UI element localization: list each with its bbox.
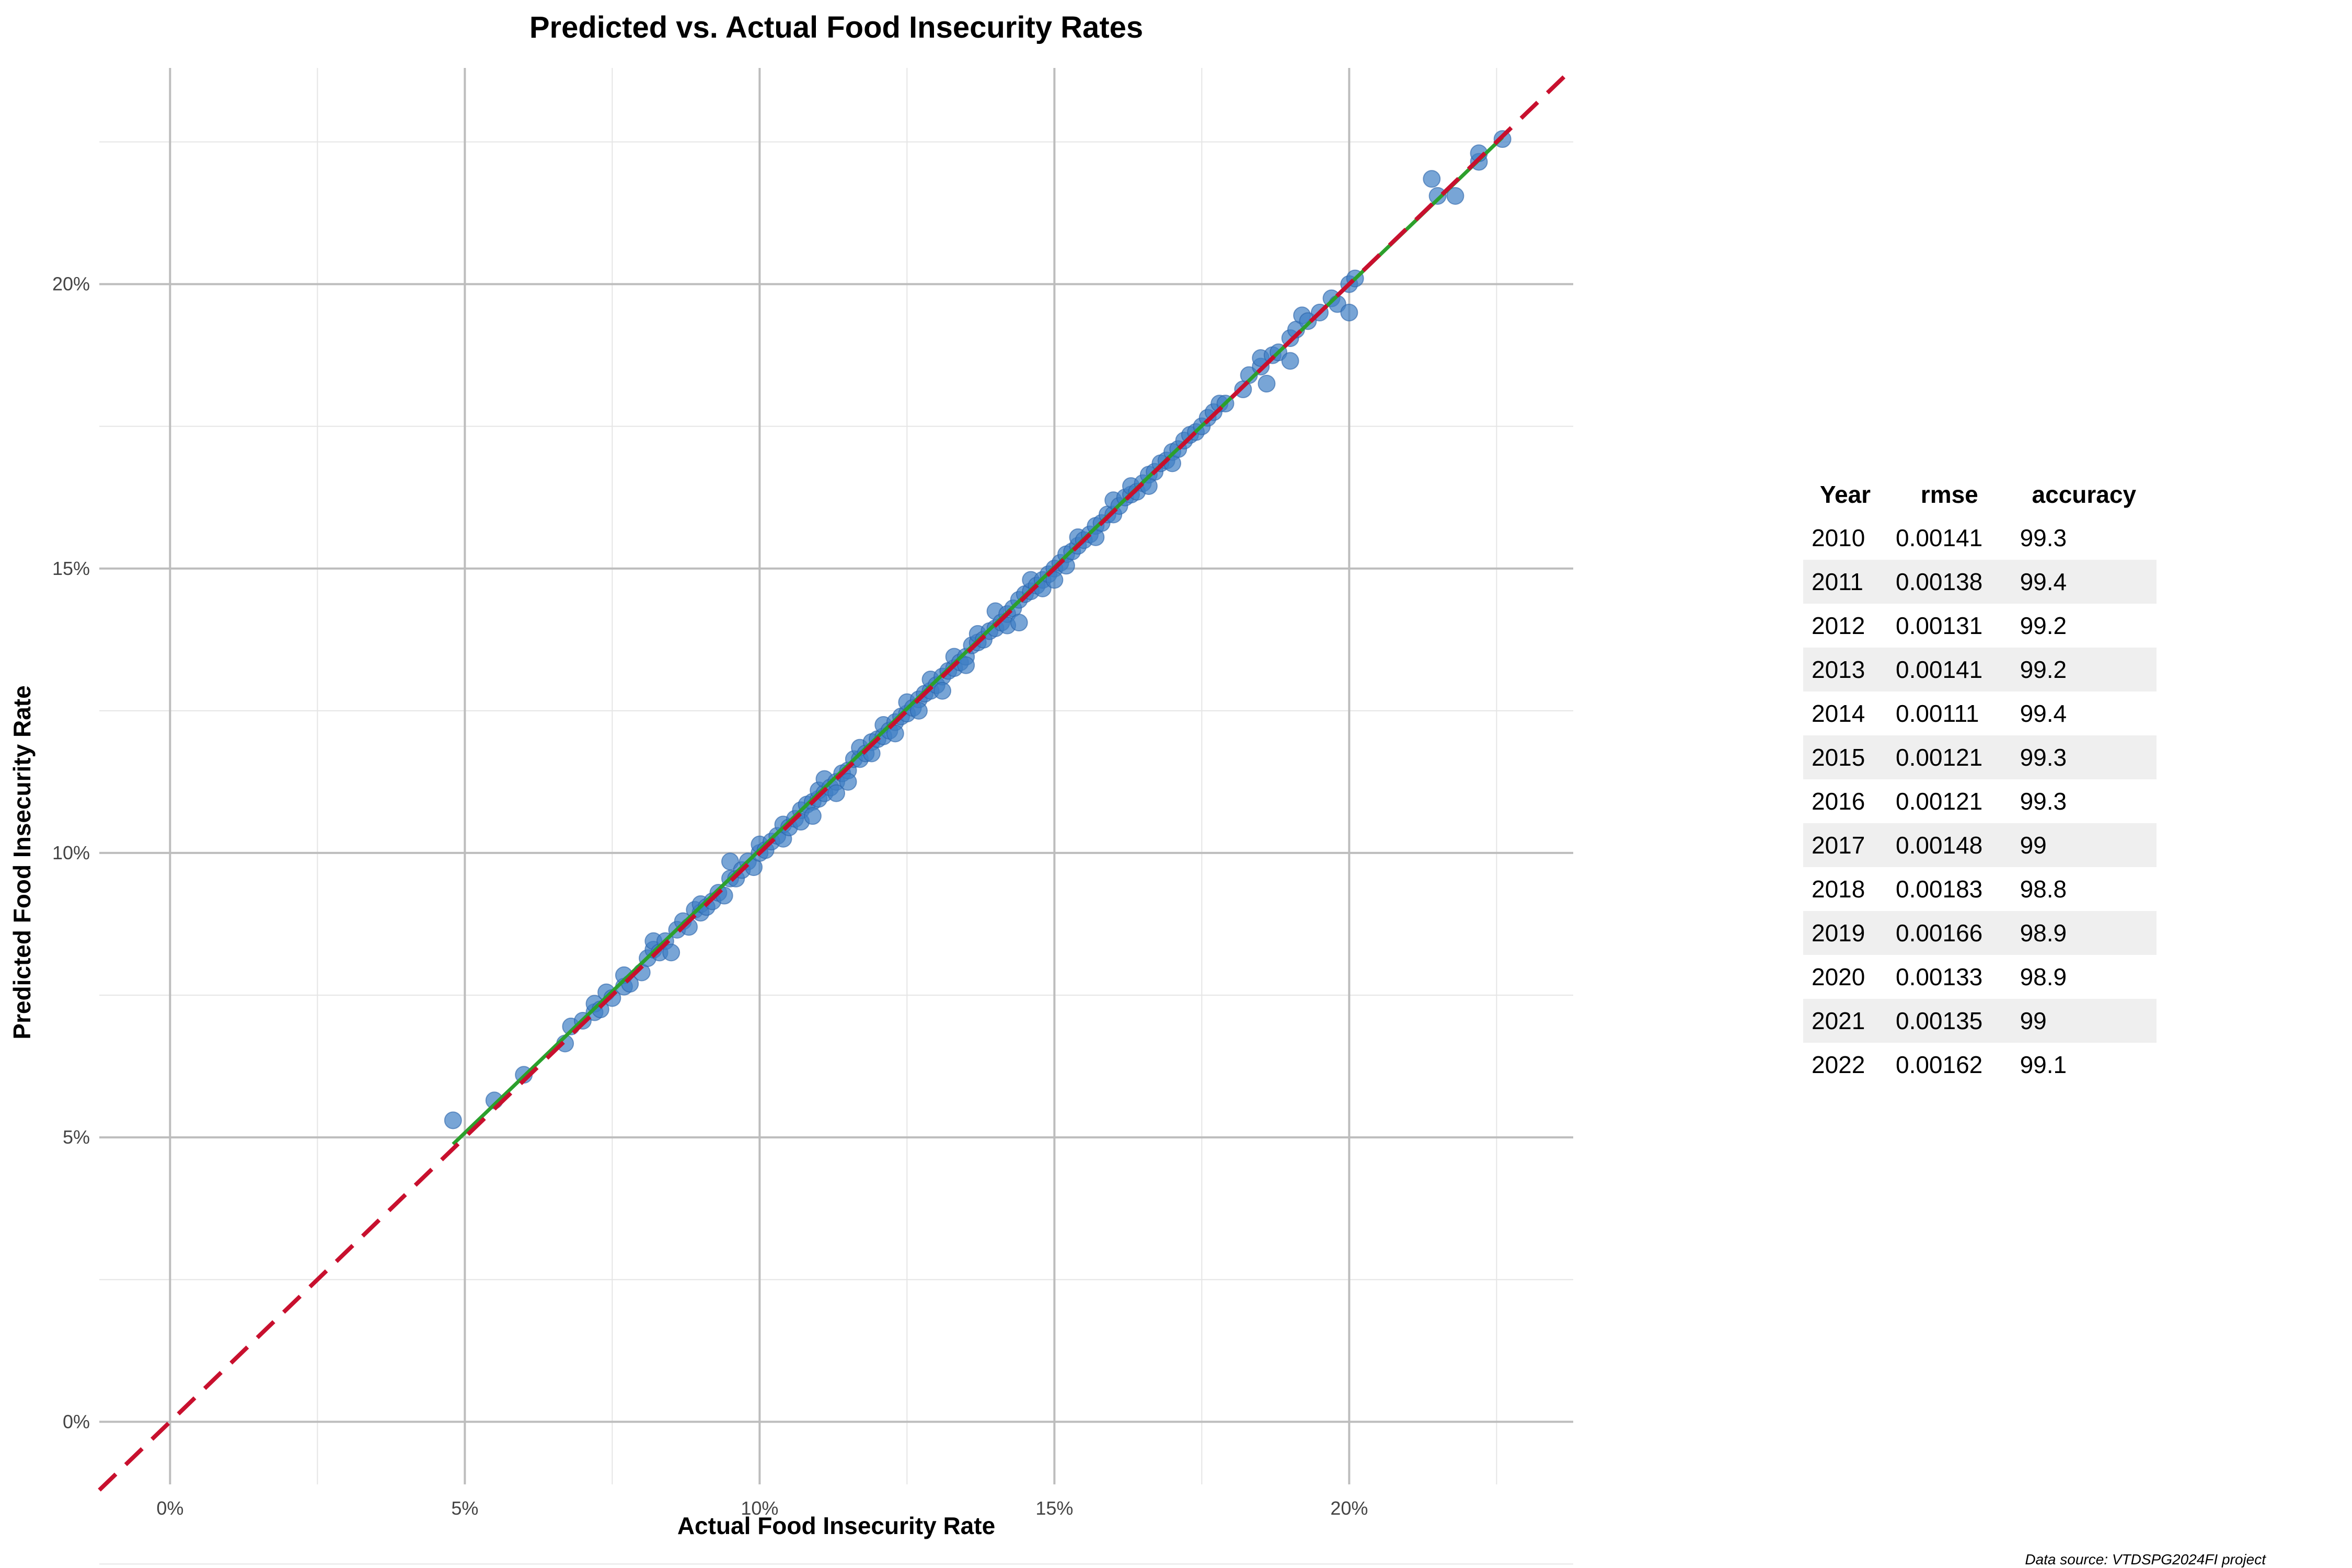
table-row: 2019 0.00166 98.9 [1803,911,2157,955]
table-row: 2015 0.00121 99.3 [1803,735,2157,779]
data-point [839,773,857,791]
table-cell: 99.1 [2020,1051,2067,1078]
table-cell: 2019 [1803,911,1887,955]
data-point [1010,614,1028,632]
table-cell: 99.3 [2020,524,2067,551]
x-tick-label: 10% [741,1497,778,1519]
data-point [1258,375,1276,393]
table-cell: 98.9 [2020,963,2067,990]
trend-lines [98,66,1575,1492]
data-point [909,701,928,720]
table-row: 2011 0.00138 99.4 [1803,560,2157,604]
x-tick-label: 0% [156,1497,183,1519]
data-point [803,807,822,825]
table-cell: 2017 [1803,823,1887,867]
table-row: 2021 0.00135 99 [1803,999,2157,1043]
table-cell: 0.00162 [1895,1051,1983,1078]
x-tick-label: 15% [1035,1497,1073,1519]
reference-line [98,66,1575,1492]
data-point [1281,352,1299,370]
data-point [662,943,681,962]
table-cell: 0.00133 [1895,963,1983,990]
data-point [1423,170,1441,188]
data-point [957,656,975,674]
y-tick-label: 20% [52,273,90,295]
table-cell: 0.00148 [1887,823,2012,867]
table-cell: 0.00141 [1887,648,2012,691]
data-point [1340,303,1358,321]
table-header: rmse [1920,481,1978,508]
table-cell: 99.2 [2011,648,2157,691]
y-tick-label: 5% [63,1126,90,1148]
accuracy-table: Year rmse accuracy 2010 0.00141 99.3 2011 0… [1803,473,2157,1087]
table-header: Year [1819,481,1871,508]
data-source-caption: Data source: VTDSPG2024FI project [2025,1551,2266,1567]
table-row: 2010 0.00141 99.3 [1803,516,2157,560]
table-cell: 2020 [1812,963,1865,990]
x-tick-label: 5% [451,1497,478,1519]
table-cell: 99.3 [2011,735,2157,779]
data-point [444,1111,462,1129]
table-cell: 99 [2011,999,2157,1043]
table-cell: 0.00138 [1887,560,2012,604]
minor-gridlines [99,68,1573,1565]
y-tick-label: 10% [52,842,90,863]
table-row: 2016 0.00121 99.3 [1803,779,2157,823]
table-cell: 99 [2011,823,2157,867]
table-cell: 0.00141 [1895,524,1983,551]
table-cell: 2014 [1812,700,1865,727]
table-cell: 0.00183 [1895,875,1983,903]
table-cell: 2011 [1803,560,1887,604]
table-cell: 99.4 [2011,560,2157,604]
y-axis-ticks: 0% 5% 10% 15% 20% [52,273,90,1433]
table-cell: 99.3 [2020,788,2067,815]
table-row: 2018 0.00183 98.8 [1803,867,2157,911]
data-point [933,682,952,700]
y-tick-label: 15% [52,558,90,579]
table-row: 2017 0.00148 99 [1803,823,2157,867]
table-header: accuracy [2032,481,2137,508]
table-cell: 2016 [1812,788,1865,815]
table-cell: 99.4 [2020,700,2067,727]
table-row: 2022 0.00162 99.1 [1803,1043,2157,1087]
table-cell: 0.00166 [1887,911,2012,955]
table-cell: 0.00131 [1895,612,1983,639]
table-cell: 0.00111 [1895,700,1979,727]
x-axis-title: Actual Food Insecurity Rate [677,1512,995,1539]
table-cell: 98.8 [2020,875,2067,903]
table-cell: 0.00121 [1895,788,1983,815]
y-axis-title: Predicted Food Insecurity Rate [8,685,36,1039]
table-cell: 2018 [1812,875,1865,903]
table-cell: 2021 [1803,999,1887,1043]
table-cell: 2022 [1812,1051,1865,1078]
table-row: 2012 0.00131 99.2 [1803,604,2157,648]
data-point [1428,187,1447,205]
table-row: 2020 0.00133 98.9 [1803,955,2157,999]
table-cell: 99.2 [2020,612,2067,639]
table-cell: 2015 [1803,735,1887,779]
y-tick-label: 0% [63,1411,90,1432]
table-cell: 0.00121 [1887,735,2012,779]
table-cell: 2013 [1803,648,1887,691]
x-axis-ticks: 0% 5% 10% 15% 20% [156,1497,1368,1519]
chart-title: Predicted vs. Actual Food Insecurity Rat… [529,10,1143,44]
data-point [1446,187,1465,205]
table-header-row: Year rmse accuracy [1803,473,2157,516]
data-point [886,724,904,743]
table-cell: 2012 [1812,612,1865,639]
table-cell: 2010 [1812,524,1865,551]
table-row: 2013 0.00141 99.2 [1803,648,2157,691]
x-tick-label: 20% [1330,1497,1368,1519]
data-point [827,784,845,802]
table-cell: 0.00135 [1887,999,2012,1043]
table-row: 2014 0.00111 99.4 [1803,691,2157,735]
table-cell: 98.9 [2011,911,2157,955]
data-point [1045,571,1064,589]
